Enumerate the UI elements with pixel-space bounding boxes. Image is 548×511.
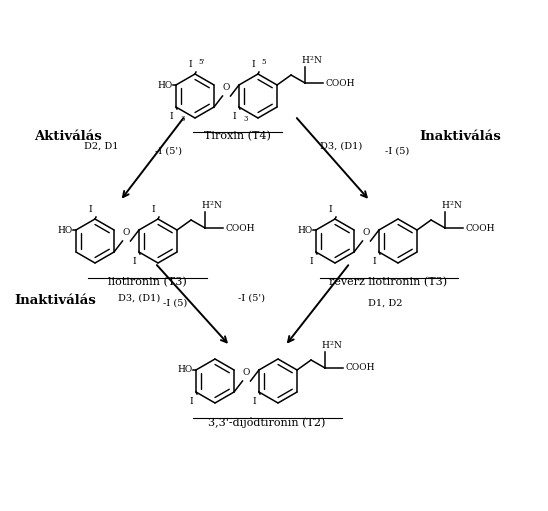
Text: N: N — [453, 201, 461, 210]
Text: I: I — [189, 60, 192, 69]
Text: N: N — [213, 201, 221, 210]
Text: I: I — [252, 60, 255, 69]
Text: H: H — [321, 341, 329, 350]
Text: I: I — [88, 205, 92, 214]
Text: HO: HO — [158, 81, 173, 89]
Text: I: I — [232, 112, 236, 121]
Text: -I (5): -I (5) — [163, 298, 187, 308]
Text: O: O — [363, 228, 370, 237]
Text: -I (5): -I (5) — [385, 147, 409, 155]
Text: H: H — [441, 201, 449, 210]
Text: I: I — [328, 205, 332, 214]
Text: 5: 5 — [261, 58, 265, 66]
Text: -I (5'): -I (5') — [238, 293, 265, 303]
Text: I: I — [252, 397, 256, 406]
Text: H: H — [301, 56, 309, 65]
Text: O: O — [243, 368, 250, 377]
Text: I: I — [151, 205, 155, 214]
Text: N: N — [313, 56, 321, 65]
Text: reverz liotironin (T3): reverz liotironin (T3) — [329, 277, 447, 287]
Text: I: I — [132, 257, 136, 266]
Text: COOH: COOH — [225, 223, 255, 233]
Text: 2: 2 — [210, 201, 214, 206]
Text: liotironin (T3): liotironin (T3) — [107, 277, 186, 287]
Text: O: O — [223, 83, 230, 92]
Text: N: N — [333, 341, 341, 350]
Text: 2: 2 — [330, 341, 334, 346]
Text: I: I — [169, 112, 173, 121]
Text: 3: 3 — [244, 115, 248, 123]
Text: HO: HO — [58, 225, 73, 235]
Text: HO: HO — [178, 365, 193, 375]
Text: COOH: COOH — [345, 363, 374, 373]
Text: Inaktiválás: Inaktiválás — [14, 294, 96, 308]
Text: COOH: COOH — [325, 79, 355, 87]
Text: D3, (D1): D3, (D1) — [118, 293, 160, 303]
Text: COOH: COOH — [465, 223, 494, 233]
Text: I: I — [372, 257, 376, 266]
Text: I: I — [309, 257, 313, 266]
Text: 3: 3 — [181, 115, 185, 123]
Text: Aktiválás: Aktiválás — [34, 129, 102, 143]
Text: 2: 2 — [310, 56, 314, 61]
Text: Inaktiválás: Inaktiválás — [419, 129, 501, 143]
Text: 3,3'-dijódtironin (T2): 3,3'-dijódtironin (T2) — [208, 417, 326, 428]
Text: H: H — [201, 201, 209, 210]
Text: 5': 5' — [198, 58, 204, 66]
Text: -I (5'): -I (5') — [155, 147, 182, 155]
Text: Tiroxin (T4): Tiroxin (T4) — [203, 131, 270, 142]
Text: D2, D1: D2, D1 — [83, 142, 118, 151]
Text: 2: 2 — [450, 201, 454, 206]
Text: HO: HO — [298, 225, 313, 235]
Text: I: I — [189, 397, 193, 406]
Text: D1, D2: D1, D2 — [368, 298, 402, 308]
Text: D3, (D1): D3, (D1) — [320, 142, 362, 151]
Text: O: O — [123, 228, 130, 237]
